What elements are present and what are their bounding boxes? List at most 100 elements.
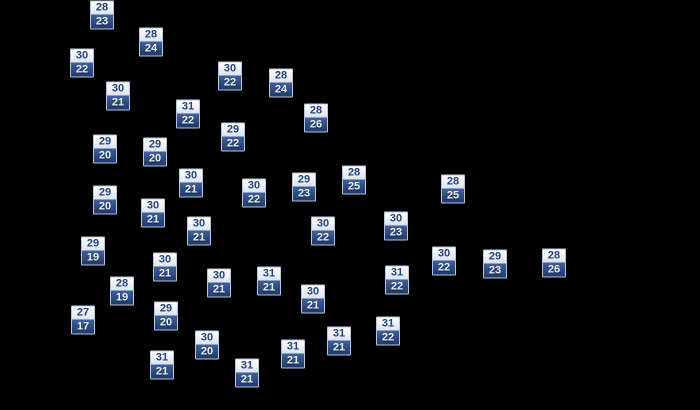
low-temp-value: 19 <box>82 250 104 265</box>
temp-badge[interactable]: 28 24 <box>269 68 293 98</box>
high-temp-value: 28 <box>91 1 113 15</box>
high-temp-value: 30 <box>219 62 241 76</box>
temp-badge[interactable]: 30 21 <box>153 252 177 282</box>
low-temp-value: 21 <box>282 353 304 368</box>
low-temp-value: 25 <box>442 188 464 203</box>
temp-badge[interactable]: 29 20 <box>143 137 167 167</box>
temp-badge[interactable]: 31 21 <box>281 339 305 369</box>
temp-badge[interactable]: 28 25 <box>342 165 366 195</box>
high-temp-value: 28 <box>140 28 162 42</box>
high-temp-value: 31 <box>386 266 408 280</box>
temp-badge[interactable]: 29 22 <box>221 122 245 152</box>
high-temp-value: 29 <box>82 237 104 251</box>
high-temp-value: 30 <box>433 247 455 261</box>
temp-badge[interactable]: 30 22 <box>311 216 335 246</box>
temp-badge[interactable]: 28 23 <box>90 0 114 30</box>
temp-badge[interactable]: 30 20 <box>195 330 219 360</box>
temp-badge[interactable]: 30 22 <box>432 246 456 276</box>
low-temp-value: 20 <box>155 315 177 330</box>
low-temp-value: 21 <box>302 298 324 313</box>
low-temp-value: 22 <box>219 75 241 90</box>
high-temp-value: 29 <box>94 186 116 200</box>
low-temp-value: 22 <box>177 113 199 128</box>
temp-badge[interactable]: 30 23 <box>384 211 408 241</box>
low-temp-value: 25 <box>343 179 365 194</box>
high-temp-value: 29 <box>484 250 506 264</box>
temp-badge[interactable]: 30 21 <box>207 268 231 298</box>
high-temp-value: 31 <box>282 340 304 354</box>
high-temp-value: 30 <box>208 269 230 283</box>
temp-badge[interactable]: 31 21 <box>235 358 259 388</box>
temp-badge[interactable]: 28 25 <box>441 174 465 204</box>
low-temp-value: 20 <box>144 151 166 166</box>
low-temp-value: 21 <box>208 282 230 297</box>
low-temp-value: 22 <box>433 260 455 275</box>
temp-badge[interactable]: 28 19 <box>110 276 134 306</box>
temp-badge[interactable]: 28 24 <box>139 27 163 57</box>
temp-badge[interactable]: 30 22 <box>242 178 266 208</box>
high-temp-value: 31 <box>236 359 258 373</box>
temp-badge[interactable]: 31 22 <box>385 265 409 295</box>
low-temp-value: 20 <box>94 199 116 214</box>
low-temp-value: 22 <box>377 330 399 345</box>
temp-badge[interactable]: 29 23 <box>483 249 507 279</box>
temp-badge[interactable]: 28 26 <box>304 103 328 133</box>
high-temp-value: 30 <box>196 331 218 345</box>
low-temp-value: 22 <box>386 279 408 294</box>
high-temp-value: 30 <box>302 285 324 299</box>
temp-badge[interactable]: 31 22 <box>176 99 200 129</box>
temp-badge[interactable]: 31 21 <box>257 266 281 296</box>
temp-badge[interactable]: 30 21 <box>301 284 325 314</box>
temp-badge[interactable]: 29 20 <box>93 134 117 164</box>
low-temp-value: 23 <box>293 186 315 201</box>
temp-badge[interactable]: 30 21 <box>179 168 203 198</box>
temp-badge[interactable]: 30 22 <box>218 61 242 91</box>
temp-badge[interactable]: 29 23 <box>292 172 316 202</box>
temp-badge[interactable]: 30 21 <box>106 81 130 111</box>
low-temp-value: 22 <box>312 230 334 245</box>
high-temp-value: 28 <box>111 277 133 291</box>
low-temp-value: 26 <box>543 262 565 277</box>
temp-badge[interactable]: 30 21 <box>187 216 211 246</box>
low-temp-value: 21 <box>154 266 176 281</box>
low-temp-value: 20 <box>94 148 116 163</box>
low-temp-value: 20 <box>196 344 218 359</box>
low-temp-value: 23 <box>385 225 407 240</box>
low-temp-value: 21 <box>236 372 258 387</box>
temp-badge[interactable]: 30 22 <box>70 48 94 78</box>
high-temp-value: 28 <box>305 104 327 118</box>
high-temp-value: 28 <box>442 175 464 189</box>
temp-badge[interactable]: 29 19 <box>81 236 105 266</box>
low-temp-value: 21 <box>107 95 129 110</box>
low-temp-value: 26 <box>305 117 327 132</box>
high-temp-value: 28 <box>543 249 565 263</box>
high-temp-value: 30 <box>180 169 202 183</box>
high-temp-value: 30 <box>71 49 93 63</box>
temp-badge[interactable]: 27 17 <box>71 305 95 335</box>
high-temp-value: 28 <box>270 69 292 83</box>
high-temp-value: 29 <box>293 173 315 187</box>
temp-badge[interactable]: 31 22 <box>376 316 400 346</box>
low-temp-value: 24 <box>270 82 292 97</box>
high-temp-value: 30 <box>243 179 265 193</box>
low-temp-value: 19 <box>111 290 133 305</box>
low-temp-value: 22 <box>243 192 265 207</box>
high-temp-value: 31 <box>377 317 399 331</box>
temp-badge[interactable]: 31 21 <box>150 350 174 380</box>
high-temp-value: 31 <box>328 327 350 341</box>
low-temp-value: 23 <box>484 263 506 278</box>
low-temp-value: 21 <box>258 280 280 295</box>
high-temp-value: 29 <box>155 302 177 316</box>
high-temp-value: 30 <box>385 212 407 226</box>
temp-badge[interactable]: 28 26 <box>542 248 566 278</box>
temp-badge[interactable]: 30 21 <box>141 198 165 228</box>
high-temp-value: 31 <box>258 267 280 281</box>
temp-badge[interactable]: 31 21 <box>327 326 351 356</box>
temp-badge[interactable]: 29 20 <box>93 185 117 215</box>
low-temp-value: 21 <box>180 182 202 197</box>
high-temp-value: 29 <box>144 138 166 152</box>
temp-badge[interactable]: 29 20 <box>154 301 178 331</box>
low-temp-value: 17 <box>72 319 94 334</box>
high-temp-value: 31 <box>151 351 173 365</box>
low-temp-value: 22 <box>222 136 244 151</box>
